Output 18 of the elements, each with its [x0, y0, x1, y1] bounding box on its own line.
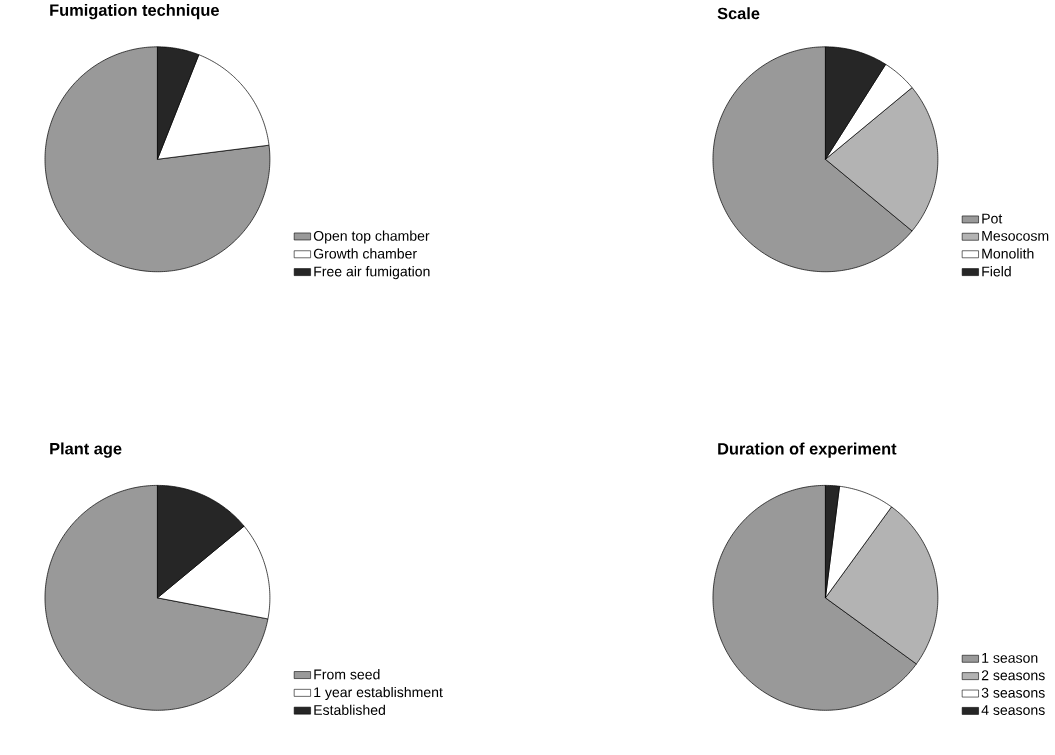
legend-label: 1 season — [982, 652, 1038, 663]
chart-title: Duration of experiment — [718, 442, 897, 458]
legend-label: 2 seasons — [981, 670, 1045, 681]
legend-label: Field — [982, 265, 1011, 277]
chart-title: Plant age — [50, 442, 122, 458]
chart-title: Fumigation technique — [50, 3, 219, 20]
legend-label: Open top chamber — [313, 230, 430, 244]
legend-label: 3 seasons — [981, 687, 1045, 698]
legend-label: Established — [314, 704, 385, 715]
legend-label: 1 year establishment — [314, 686, 443, 700]
legend-label: From seed — [314, 668, 380, 680]
chart-title: Scale — [717, 7, 760, 20]
legend-label: Growth chamber — [313, 248, 417, 259]
legend-label: Monolith — [982, 248, 1034, 259]
legend-label: 4 seasons — [981, 705, 1045, 715]
legend-label: Free air fumigation — [314, 265, 430, 280]
legend-label: Pot — [982, 213, 1003, 224]
legend-label: Mesocosm — [982, 230, 1049, 241]
